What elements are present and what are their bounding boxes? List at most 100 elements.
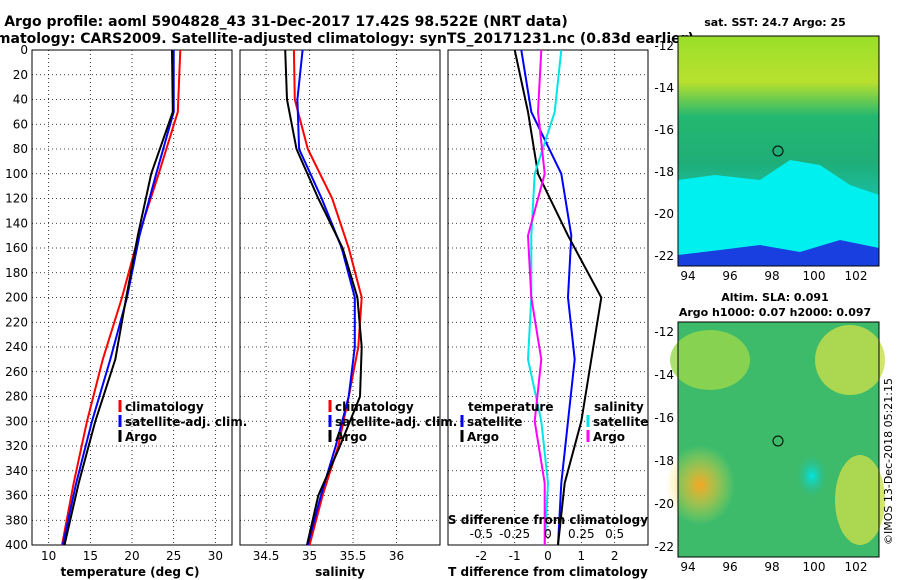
sst-map-panel: sat. SST: 24.7 Argo: 25 -12 -14 -16 -18 -20 -… — [654, 16, 880, 283]
sst-cold-band — [678, 240, 879, 266]
salinity-xlabel: salinity — [315, 565, 365, 579]
lon-tick-label: 100 — [803, 560, 826, 574]
depth-tick-label: 320 — [5, 439, 28, 453]
x-tick-label: 25 — [166, 549, 181, 563]
legend-t-argo: Argo — [467, 430, 499, 444]
legend-argo: Argo — [125, 430, 157, 444]
depth-tick-label: 300 — [5, 414, 28, 428]
depth-tick-label: 40 — [13, 93, 28, 107]
series-line-satellite-adj-clim- — [61, 50, 175, 546]
legend-temperature: temperature — [468, 400, 553, 414]
figure-title-line2: Climatology: CARS2009. Satellite-adjuste… — [0, 31, 694, 47]
depth-tick-label: 400 — [5, 538, 28, 552]
top-tick-label: 0.25 — [568, 527, 595, 541]
top-tick-label: 0.5 — [605, 527, 624, 541]
depth-tick-label: 100 — [5, 167, 28, 181]
lon-tick-label: 102 — [845, 560, 868, 574]
salinity-panel: 34.5 35 35.5 36 salinity — [239, 49, 441, 579]
depth-tick-label: 360 — [5, 489, 28, 503]
series-line-satellite-adj-clim- — [296, 49, 356, 546]
x-tick-label: 0 — [544, 549, 552, 563]
lon-tick-label: 100 — [803, 269, 826, 283]
argo-location-marker — [772, 145, 784, 157]
depth-tick-label: 160 — [5, 241, 28, 255]
temperature-xlabel: temperature (deg C) — [61, 565, 200, 579]
depth-tick-label: 260 — [5, 365, 28, 379]
depth-tick-label: 380 — [5, 513, 28, 527]
series-line-t-argo — [513, 49, 603, 546]
argo-location-marker — [772, 435, 784, 447]
depth-tick-label: 280 — [5, 390, 28, 404]
lat-tick-label: -18 — [654, 454, 674, 468]
series-line-argo — [284, 49, 363, 546]
figure-title-line1: Argo profile: aoml 5904828_43 31-Dec-201… — [4, 14, 568, 30]
x-tick-label: 10 — [41, 549, 56, 563]
sla-map-frame — [677, 321, 880, 558]
depth-tick-label: 140 — [5, 216, 28, 230]
x-tick-label: 30 — [208, 549, 223, 563]
lat-tick-label: -14 — [654, 81, 674, 95]
sla-map-title2: Argo h1000: 0.07 h2000: 0.097 — [679, 306, 871, 319]
lon-tick-label: 96 — [722, 560, 737, 574]
lat-tick-label: -16 — [654, 411, 674, 425]
legend-salinity: salinity — [594, 400, 644, 414]
lat-tick-label: -12 — [654, 39, 674, 53]
legend-satellite: satellite-adj. clim. — [125, 415, 247, 429]
x-tick-label: 35 — [302, 549, 317, 563]
sst-map-title: sat. SST: 24.7 Argo: 25 — [704, 16, 846, 29]
x-tick-label: -1 — [509, 549, 521, 563]
series-line-argo — [63, 49, 174, 546]
sla-region — [835, 455, 885, 545]
temperature-legend: climatology satellite-adj. clim. Argo — [118, 400, 247, 444]
legend-climatology: climatology — [335, 400, 414, 414]
x-tick-label: -2 — [475, 549, 487, 563]
depth-tick-label: 340 — [5, 464, 28, 478]
sla-map-panel: Altim. SLA: 0.091 Argo h1000: 0.07 h2000… — [654, 291, 885, 574]
sla-map-title1: Altim. SLA: 0.091 — [721, 291, 828, 304]
top-tick-label: -0.5 — [470, 527, 493, 541]
x-tick-label: 1 — [578, 549, 586, 563]
sla-region — [815, 325, 885, 395]
series-line-climatology — [61, 49, 182, 546]
lat-tick-label: -12 — [654, 325, 674, 339]
lat-tick-label: -20 — [654, 207, 674, 221]
legend-t-satellite: satellite — [467, 415, 522, 429]
lon-tick-label: 94 — [680, 560, 695, 574]
depth-tick-label: 240 — [5, 340, 28, 354]
lon-tick-label: 98 — [764, 269, 779, 283]
legend-climatology: climatology — [125, 400, 204, 414]
legend-s-satellite: satellite — [593, 415, 648, 429]
difference-legend: temperature satellite Argo salinity sate… — [460, 400, 648, 444]
series-line-s-argo — [526, 49, 546, 545]
depth-tick-label: 60 — [13, 117, 28, 131]
top-tick-label: 0 — [544, 527, 552, 541]
depth-tick-label: 20 — [13, 68, 28, 82]
legend-argo: Argo — [335, 430, 367, 444]
sst-cool-region — [678, 160, 879, 266]
lon-tick-label: 94 — [680, 269, 695, 283]
lat-tick-label: -22 — [654, 540, 674, 554]
lat-tick-label: -20 — [654, 497, 674, 511]
lon-tick-label: 102 — [845, 269, 868, 283]
temperature-panel: 0 20 40 60 80 100 120 140 160 180 200 220 240 260 280 3… — [5, 43, 233, 579]
lat-tick-label: -16 — [654, 123, 674, 137]
salinity-legend: climatology satellite-adj. clim. Argo — [328, 400, 457, 444]
difference-top-label: S difference from climatology — [448, 513, 648, 527]
series-line-t-satellite — [520, 49, 576, 546]
depth-tick-label: 0 — [20, 43, 28, 57]
difference-xlabel: T difference from climatology — [448, 565, 648, 579]
lat-tick-label: -22 — [654, 249, 674, 263]
top-tick-label: -0.25 — [499, 527, 530, 541]
legend-satellite: satellite-adj. clim. — [335, 415, 457, 429]
sla-high-region — [665, 445, 735, 525]
sla-region — [670, 330, 750, 390]
lat-tick-label: -14 — [654, 368, 674, 382]
x-tick-label: 36 — [389, 549, 404, 563]
depth-tick-label: 200 — [5, 291, 28, 305]
sla-low-region — [796, 454, 828, 498]
depth-tick-label: 120 — [5, 192, 28, 206]
imos-watermark: ©IMOS 13-Dec-2018 05:21:15 — [882, 378, 895, 545]
depth-tick-label: 220 — [5, 315, 28, 329]
x-tick-label: 35.5 — [340, 549, 367, 563]
